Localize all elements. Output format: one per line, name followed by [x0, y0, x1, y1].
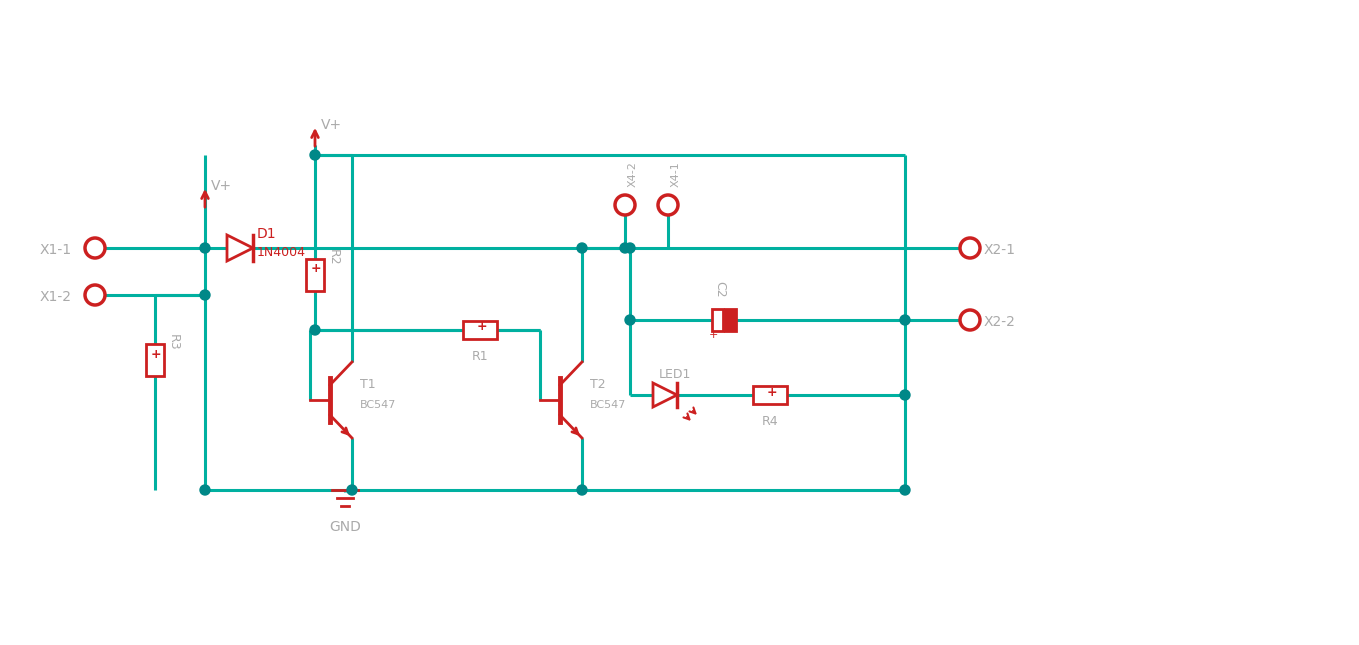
Circle shape	[625, 243, 635, 253]
Bar	[724, 309, 737, 331]
Text: R3: R3	[167, 333, 179, 350]
Circle shape	[625, 315, 635, 325]
Circle shape	[578, 485, 587, 495]
Circle shape	[200, 290, 211, 300]
Circle shape	[200, 485, 211, 495]
Circle shape	[310, 150, 319, 160]
Text: R1: R1	[472, 350, 488, 363]
Text: 1N4004: 1N4004	[257, 246, 306, 259]
Bar	[712, 309, 723, 331]
Circle shape	[900, 315, 911, 325]
Text: X2-1: X2-1	[984, 243, 1017, 257]
Text: X1-2: X1-2	[39, 290, 72, 304]
Text: V+: V+	[211, 179, 232, 193]
Bar	[145, 344, 164, 376]
Text: X2-2: X2-2	[984, 315, 1017, 329]
Text: X4-2: X4-2	[628, 161, 637, 187]
Text: +: +	[766, 386, 777, 399]
Text: C2: C2	[713, 281, 727, 298]
Circle shape	[200, 243, 211, 253]
Text: +: +	[311, 263, 321, 275]
Polygon shape	[654, 383, 677, 407]
Text: +: +	[708, 330, 718, 340]
Text: BC547: BC547	[590, 400, 626, 410]
Text: BC547: BC547	[360, 400, 397, 410]
Text: D1: D1	[257, 227, 277, 241]
Circle shape	[310, 325, 319, 335]
Text: V+: V+	[321, 118, 342, 132]
Text: X4-1: X4-1	[671, 161, 681, 187]
Bar	[306, 259, 323, 291]
Text: +: +	[151, 348, 162, 361]
Polygon shape	[227, 235, 253, 261]
Text: T1: T1	[360, 379, 375, 392]
Text: R2: R2	[328, 249, 340, 265]
Bar	[463, 321, 497, 339]
Text: T2: T2	[590, 379, 606, 392]
Text: X1-1: X1-1	[39, 243, 72, 257]
Text: R4: R4	[761, 415, 779, 428]
Circle shape	[347, 485, 357, 495]
Circle shape	[620, 243, 631, 253]
Text: +: +	[477, 321, 488, 333]
Text: LED1: LED1	[659, 368, 692, 381]
Circle shape	[900, 390, 911, 400]
Circle shape	[578, 243, 587, 253]
Circle shape	[900, 485, 911, 495]
Bar	[753, 386, 787, 404]
Text: GND: GND	[329, 520, 361, 534]
